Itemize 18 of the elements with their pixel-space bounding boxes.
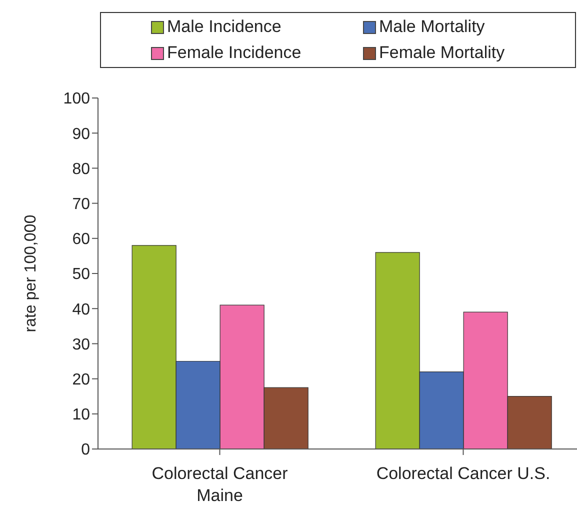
y-tick-label: 40 xyxy=(72,301,90,318)
x-tick-label: Colorectal Cancer U.S. xyxy=(376,464,550,483)
x-tick-label: Colorectal Cancer Maine xyxy=(152,464,288,505)
y-tick-label: 0 xyxy=(81,442,90,459)
y-axis-title: rate per 100,000 xyxy=(22,214,40,332)
y-tick-label: 60 xyxy=(72,231,90,248)
y-tick-label: 100 xyxy=(63,90,90,108)
y-tick-label: 70 xyxy=(72,196,90,213)
y-tick-label: 90 xyxy=(72,126,90,143)
y-tick-label: 30 xyxy=(72,336,90,354)
legend-label: Male Incidence xyxy=(167,17,282,37)
y-tick-label: 50 xyxy=(72,266,90,284)
legend-label: Female Mortality xyxy=(379,43,505,63)
y-tick-label: 10 xyxy=(72,406,90,424)
legend-label: Female Incidence xyxy=(167,43,302,63)
y-tick-label: 20 xyxy=(72,371,90,388)
legend-label: Male Mortality xyxy=(379,17,485,37)
y-tick-label: 80 xyxy=(72,160,90,178)
